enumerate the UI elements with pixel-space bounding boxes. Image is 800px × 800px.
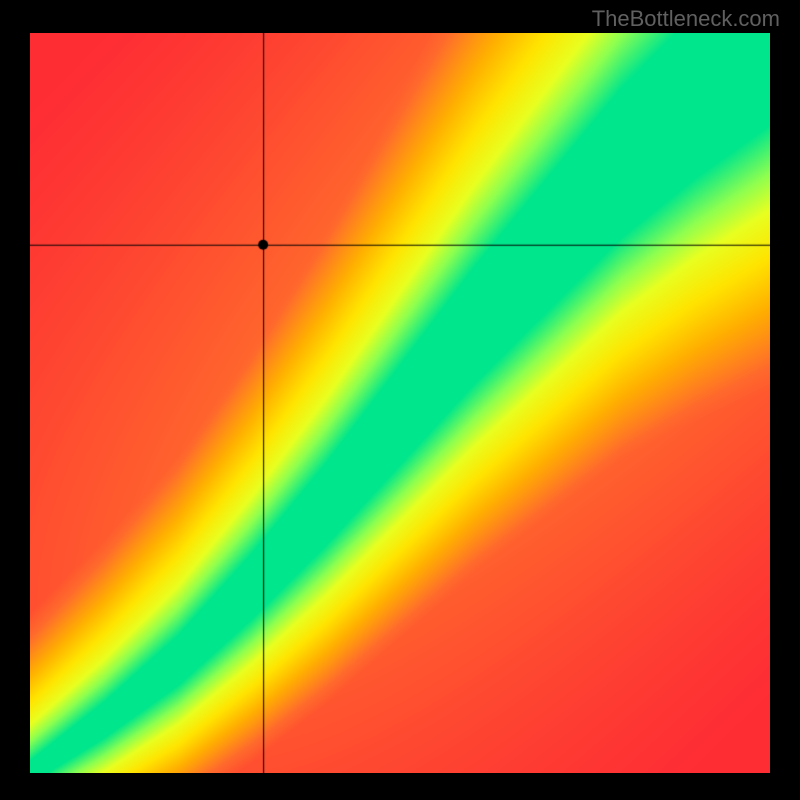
- bottleneck-heatmap: [30, 33, 770, 773]
- watermark-text: TheBottleneck.com: [592, 6, 780, 32]
- heatmap-canvas: [30, 33, 770, 773]
